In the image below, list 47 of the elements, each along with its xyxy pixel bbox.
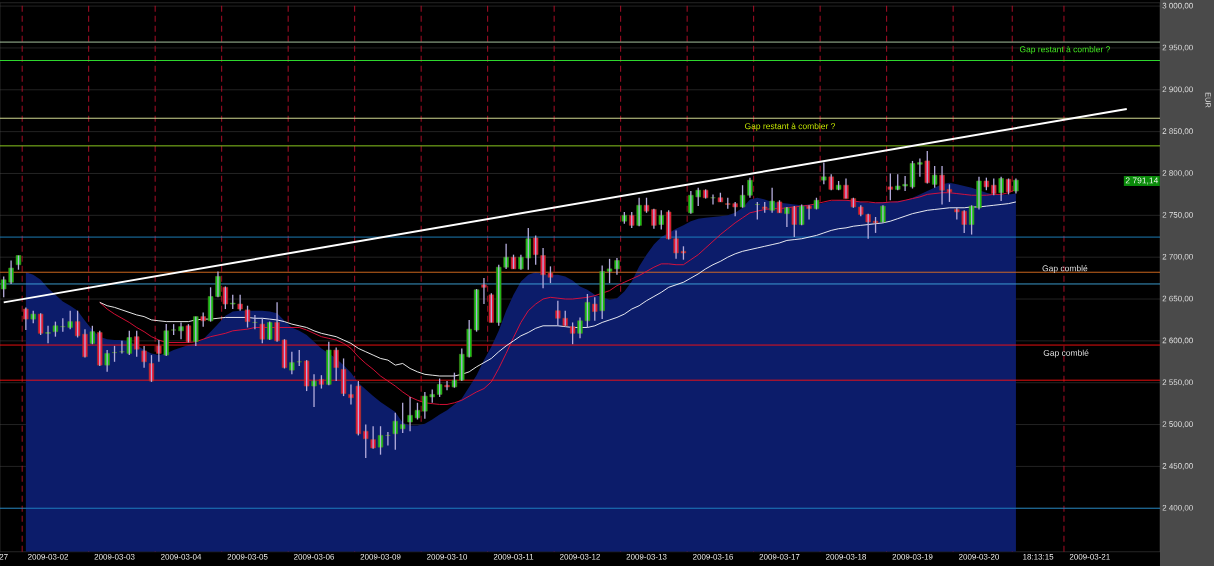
candlestick — [569, 321, 576, 345]
candlestick — [436, 377, 443, 398]
candlestick — [303, 359, 310, 392]
candlestick — [148, 354, 155, 383]
candlestick — [222, 285, 229, 310]
candlestick — [400, 402, 406, 434]
candlestick — [791, 205, 797, 238]
candlestick — [45, 325, 51, 345]
candlestick — [658, 209, 664, 231]
candlestick — [126, 330, 132, 356]
candlestick — [193, 315, 199, 347]
annotation: Gap comblé — [1043, 349, 1089, 358]
candlestick — [326, 341, 332, 386]
candlestick — [267, 320, 273, 341]
candlestick — [97, 330, 103, 367]
candlestick — [340, 357, 347, 397]
annotation: 2 791,14 — [1125, 177, 1159, 185]
candlestick — [592, 296, 598, 322]
annotation: Gap restant à combler ? — [1019, 45, 1110, 54]
candlestick — [377, 425, 384, 456]
candlestick — [799, 203, 805, 227]
candlestick — [806, 204, 812, 221]
candlestick — [67, 310, 73, 330]
candlestick — [185, 323, 192, 344]
candlestick — [932, 165, 938, 189]
candlestick — [37, 312, 44, 336]
candlestick — [333, 346, 339, 382]
candlestick — [311, 373, 317, 408]
candlestick — [392, 412, 398, 451]
candlestick — [89, 325, 96, 345]
candlestick — [163, 323, 169, 357]
candlestick — [481, 277, 487, 305]
candlestick — [444, 380, 450, 391]
candlestick — [533, 234, 539, 266]
candlestick — [134, 330, 140, 358]
candlestick — [821, 161, 827, 186]
candlestick — [998, 176, 1004, 202]
annotation: Gap restant à combler ? — [744, 122, 836, 131]
candlestick — [488, 292, 495, 324]
candlestick — [599, 264, 605, 320]
candlestick — [237, 294, 243, 312]
candlestick — [244, 305, 251, 329]
candlestick — [473, 288, 480, 333]
annotation: Gap comblé — [1042, 265, 1088, 274]
candlestick — [259, 317, 265, 345]
candlestick — [924, 150, 930, 185]
candlestick — [363, 423, 369, 459]
